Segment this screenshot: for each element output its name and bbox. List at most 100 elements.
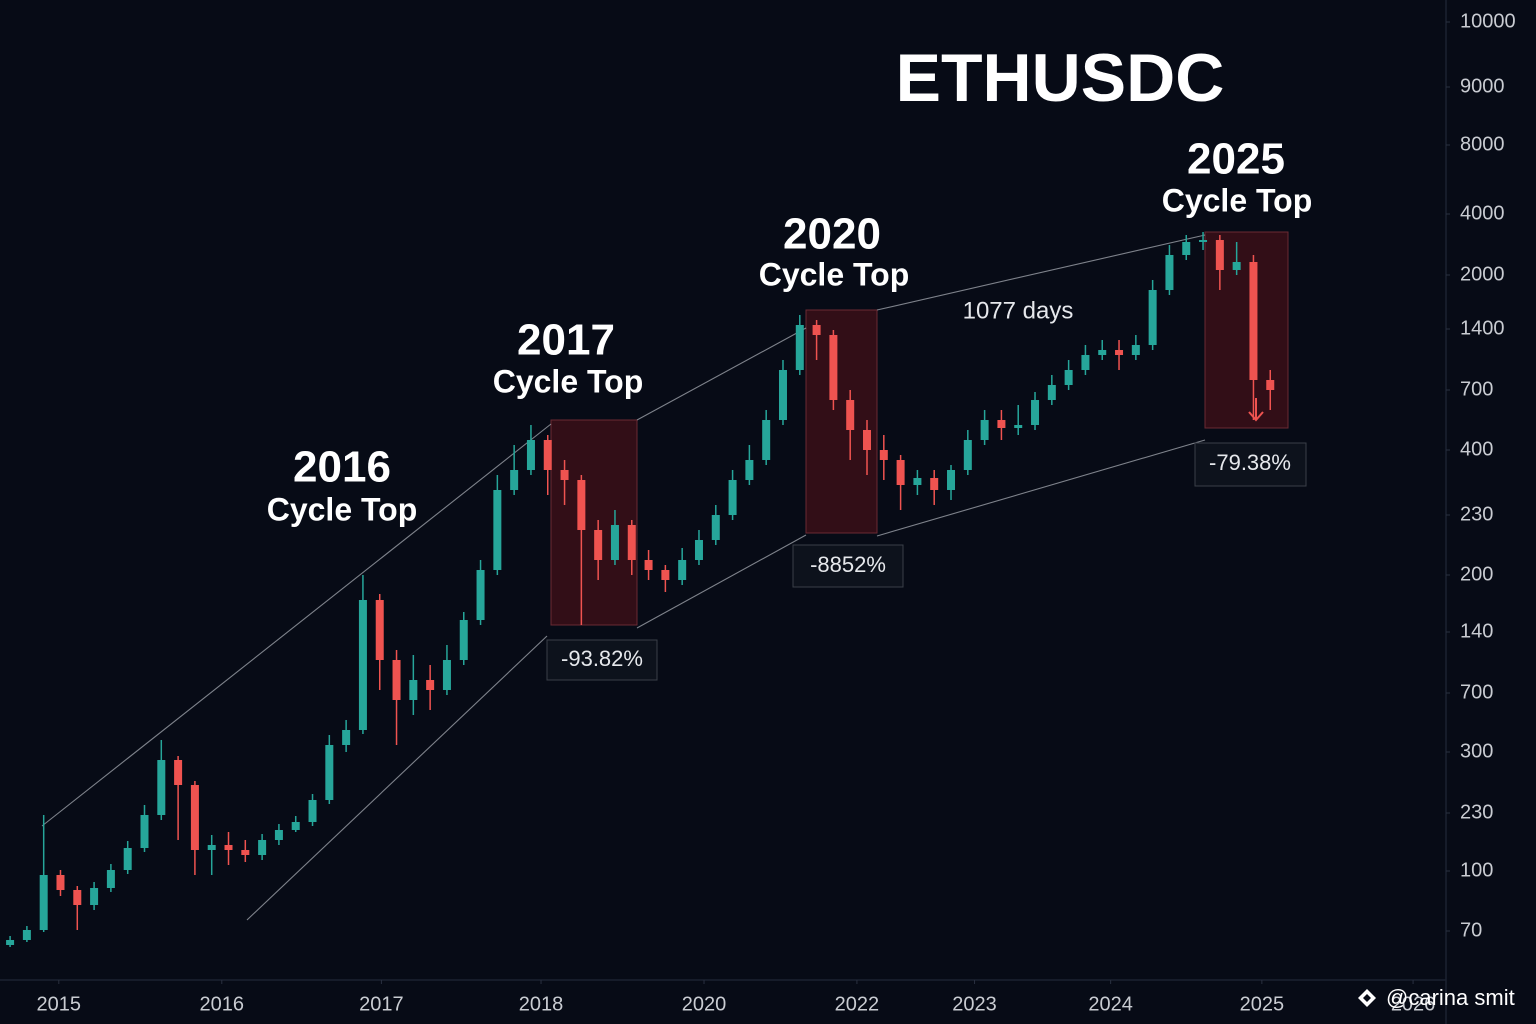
x-tick-label: 2024	[1088, 993, 1133, 1015]
candle-body	[207, 845, 216, 850]
candle-body	[258, 840, 267, 855]
duration-label: 1077 days	[963, 297, 1074, 324]
candle-body	[1081, 355, 1090, 370]
x-tick-label: 2017	[359, 993, 404, 1015]
candle-body	[140, 815, 149, 848]
candle-body	[678, 560, 687, 580]
trend-line	[636, 534, 807, 629]
y-tick-label: 200	[1460, 563, 1493, 585]
candle-body	[1031, 400, 1040, 425]
trend-line	[246, 635, 548, 921]
candle-body	[1165, 255, 1174, 290]
x-tick-label: 2022	[835, 993, 880, 1015]
candle-body	[560, 470, 569, 480]
candle-body	[510, 470, 519, 490]
y-tick-label: 700	[1460, 378, 1493, 400]
candle-body	[745, 460, 754, 480]
drawdown-label: -79.38%	[1209, 450, 1291, 475]
candle-body	[493, 490, 502, 570]
x-tick-label: 2025	[1240, 993, 1285, 1015]
candle-body	[442, 660, 451, 690]
candle-body	[1148, 290, 1157, 345]
annotation-year: 2017	[517, 316, 615, 365]
candle-body	[291, 822, 300, 830]
candle-body	[594, 530, 603, 560]
candle-body	[392, 660, 401, 700]
watermark: @carina smit	[1386, 985, 1515, 1010]
y-tick-label: 9000	[1460, 75, 1505, 97]
candle-body	[39, 875, 48, 930]
drawdown-box	[792, 544, 904, 588]
y-tick-label: 140	[1460, 620, 1493, 642]
candle-body	[1014, 425, 1023, 428]
candle-body	[241, 850, 250, 855]
candle-body	[274, 830, 283, 840]
y-tick-label: 70	[1460, 919, 1482, 941]
annotation-label: Cycle Top	[759, 256, 910, 292]
candle-body	[812, 325, 821, 335]
candle-body	[106, 870, 115, 888]
candle-body	[1115, 350, 1124, 355]
trend-line	[876, 234, 1206, 311]
x-tick-label: 2018	[519, 993, 564, 1015]
candle-body	[795, 325, 804, 370]
candle-body	[930, 478, 939, 490]
drawdown-zone	[805, 309, 878, 534]
candle-body	[1199, 240, 1208, 242]
trend-line	[41, 423, 552, 827]
candle-body	[610, 525, 619, 560]
x-tick-label: 2026	[1391, 993, 1436, 1015]
candle-body	[863, 430, 871, 450]
candle-body	[879, 450, 888, 460]
y-tick-label: 400	[1460, 438, 1493, 460]
candle-body	[1098, 350, 1107, 355]
x-tick-label: 2023	[952, 993, 997, 1015]
y-tick-label: 4000	[1460, 202, 1505, 224]
watermark-logo	[1358, 989, 1376, 1007]
annotation-label: Cycle Top	[493, 363, 644, 399]
candle-body	[459, 620, 468, 660]
candle-body	[947, 470, 956, 490]
candle-body	[1266, 380, 1275, 390]
drawdown-label: -8852%	[810, 552, 886, 577]
candle-body	[224, 845, 233, 850]
trend-lines	[41, 234, 1206, 921]
candle-body	[73, 890, 82, 905]
drawdown-zone	[550, 419, 638, 626]
candle-body	[526, 440, 535, 470]
trend-line	[636, 327, 807, 421]
trend-line	[876, 439, 1206, 537]
candle-body	[1215, 240, 1224, 270]
down-arrow	[1248, 398, 1264, 422]
y-tick-label: 8000	[1460, 133, 1505, 155]
candle-body	[963, 440, 972, 470]
y-tick-label: 100	[1460, 859, 1493, 881]
x-tick-label: 2016	[200, 993, 245, 1015]
candle-body	[627, 525, 636, 560]
candle-body	[1131, 345, 1140, 355]
candle-body	[1064, 370, 1073, 385]
drawdown-zone	[1204, 231, 1289, 429]
candle-body	[308, 800, 317, 822]
candle-body	[190, 785, 199, 850]
y-tick-label: 1400	[1460, 317, 1505, 339]
candle-body	[476, 570, 485, 620]
chart-title: ETHUSDC	[896, 40, 1225, 116]
candles	[6, 232, 1275, 947]
candle-body	[694, 540, 703, 560]
candle-body	[778, 370, 787, 420]
drawdown-box	[1194, 442, 1307, 487]
candle-body	[846, 400, 855, 430]
candle-body	[409, 680, 418, 700]
candle-body	[980, 420, 989, 440]
y-tick-label: 2000	[1460, 263, 1505, 285]
candle-body	[997, 420, 1006, 428]
candle-body	[22, 930, 31, 940]
candle-body	[762, 420, 771, 460]
annotation-label: Cycle Top	[1162, 182, 1313, 218]
candle-body	[1182, 242, 1191, 255]
annotation-label: Cycle Top	[267, 491, 418, 527]
candle-body	[342, 730, 351, 745]
candle-body	[896, 460, 905, 485]
